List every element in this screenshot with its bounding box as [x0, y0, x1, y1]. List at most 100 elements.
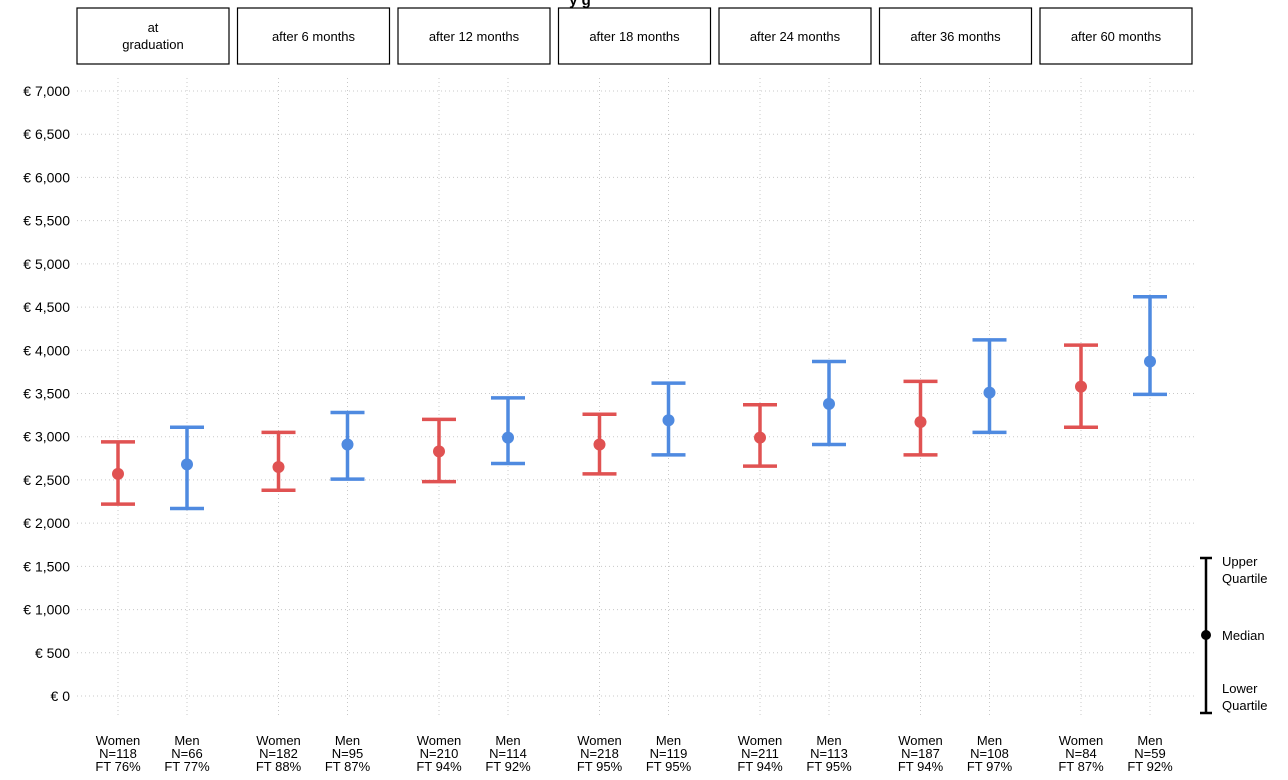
- x-label-line: FT 95%: [646, 759, 692, 774]
- panel-header-box: [718, 7, 872, 65]
- panel-header: at graduation: [76, 7, 230, 65]
- median-point: [433, 445, 445, 458]
- errorbar-women: [1064, 343, 1098, 429]
- y-tick-label: € 2,500: [23, 472, 70, 488]
- x-label-line: N=187: [901, 746, 940, 761]
- y-tick-label: € 5,500: [23, 213, 70, 229]
- panel-header-box: [76, 7, 230, 65]
- panel-header-box: [236, 7, 391, 65]
- x-label-line: FT 94%: [416, 759, 462, 774]
- panel-header: after 24 months: [718, 7, 872, 65]
- x-label-line: FT 88%: [256, 759, 302, 774]
- x-label-line: Men: [174, 733, 199, 748]
- panel-header: after 6 months: [236, 7, 391, 65]
- panel-header-box: [397, 7, 551, 65]
- errorbar-women: [582, 412, 617, 476]
- panel-header-label: after 18 months: [589, 29, 680, 44]
- x-label-line: Women: [96, 733, 141, 748]
- x-label-line: N=108: [970, 746, 1009, 761]
- y-tick-label: € 1,500: [23, 558, 70, 574]
- y-tick-label: € 0: [51, 688, 71, 704]
- errorbar-women: [261, 430, 296, 493]
- x-label-line: FT 92%: [1127, 759, 1173, 774]
- errorbar-women: [101, 440, 135, 506]
- y-tick-label: € 3,500: [23, 386, 70, 402]
- error-bars: [101, 294, 1167, 511]
- median-point: [754, 431, 766, 444]
- panel-header-label: after 12 months: [429, 29, 520, 44]
- x-label-line: FT 76%: [95, 759, 141, 774]
- y-tick-label: € 6,000: [23, 169, 70, 185]
- x-label-line: N=114: [489, 746, 527, 761]
- x-label-line: Women: [738, 733, 783, 748]
- median-point: [914, 416, 927, 429]
- panel-header-label: after 6 months: [272, 29, 356, 44]
- x-label-line: FT 95%: [577, 759, 623, 774]
- x-label-line: N=59: [1134, 746, 1165, 761]
- median-point: [341, 438, 354, 451]
- panel-header-label: after 36 months: [910, 29, 1001, 44]
- errorbar-women: [903, 379, 938, 457]
- median-point: [662, 414, 675, 427]
- errorbar-women: [743, 402, 777, 468]
- panel-header-label: at: [148, 20, 159, 35]
- x-label-line: Women: [417, 733, 462, 748]
- errorbar-men: [491, 396, 525, 466]
- panel-header-box: [878, 7, 1033, 65]
- x-label-line: N=66: [171, 746, 202, 761]
- y-tick-label: € 4,000: [23, 342, 70, 358]
- x-label-line: FT 87%: [325, 759, 371, 774]
- x-label-line: FT 92%: [485, 759, 531, 774]
- x-label-line: Men: [335, 733, 360, 748]
- x-label-line: Men: [656, 733, 681, 748]
- x-label-line: Men: [495, 733, 520, 748]
- x-label-line: N=95: [332, 746, 363, 761]
- chart-title-fragment: y g: [569, 0, 591, 9]
- median-point: [1075, 380, 1087, 393]
- median-point: [181, 458, 193, 471]
- median-point: [502, 431, 514, 444]
- x-label-line: Women: [1059, 733, 1104, 748]
- median-point: [983, 386, 996, 399]
- chart-title-layer: y g: [569, 0, 591, 9]
- errorbar-men: [812, 359, 846, 447]
- x-label-line: N=182: [259, 746, 298, 761]
- x-label-line: N=211: [741, 746, 779, 761]
- y-tick-label: € 7,000: [23, 83, 70, 99]
- x-label-line: FT 94%: [898, 759, 944, 774]
- errorbar-men: [330, 410, 365, 481]
- x-label-line: Women: [256, 733, 301, 748]
- x-label-line: FT 87%: [1058, 759, 1104, 774]
- median-point: [112, 467, 124, 480]
- y-tick-label: € 500: [35, 645, 70, 661]
- median-point: [823, 397, 835, 410]
- legend-upper-label: Quartile: [1222, 571, 1268, 586]
- errorbar-men: [972, 338, 1007, 435]
- x-label-line: N=113: [810, 746, 848, 761]
- x-label-line: N=118: [99, 746, 137, 761]
- panel-header-label: graduation: [122, 37, 183, 52]
- x-label-line: Women: [898, 733, 943, 748]
- x-label-line: FT 95%: [806, 759, 852, 774]
- legend-upper-label: Upper: [1222, 554, 1258, 569]
- quartile-legend: Upper Quartile Median Lower Quartile: [1200, 554, 1268, 715]
- panel-header: after 12 months: [397, 7, 551, 65]
- x-label-line: N=210: [420, 746, 459, 761]
- panel-header: after 60 months: [1039, 7, 1193, 65]
- errorbar-men: [651, 381, 686, 457]
- panel-header: after 18 months: [557, 7, 712, 65]
